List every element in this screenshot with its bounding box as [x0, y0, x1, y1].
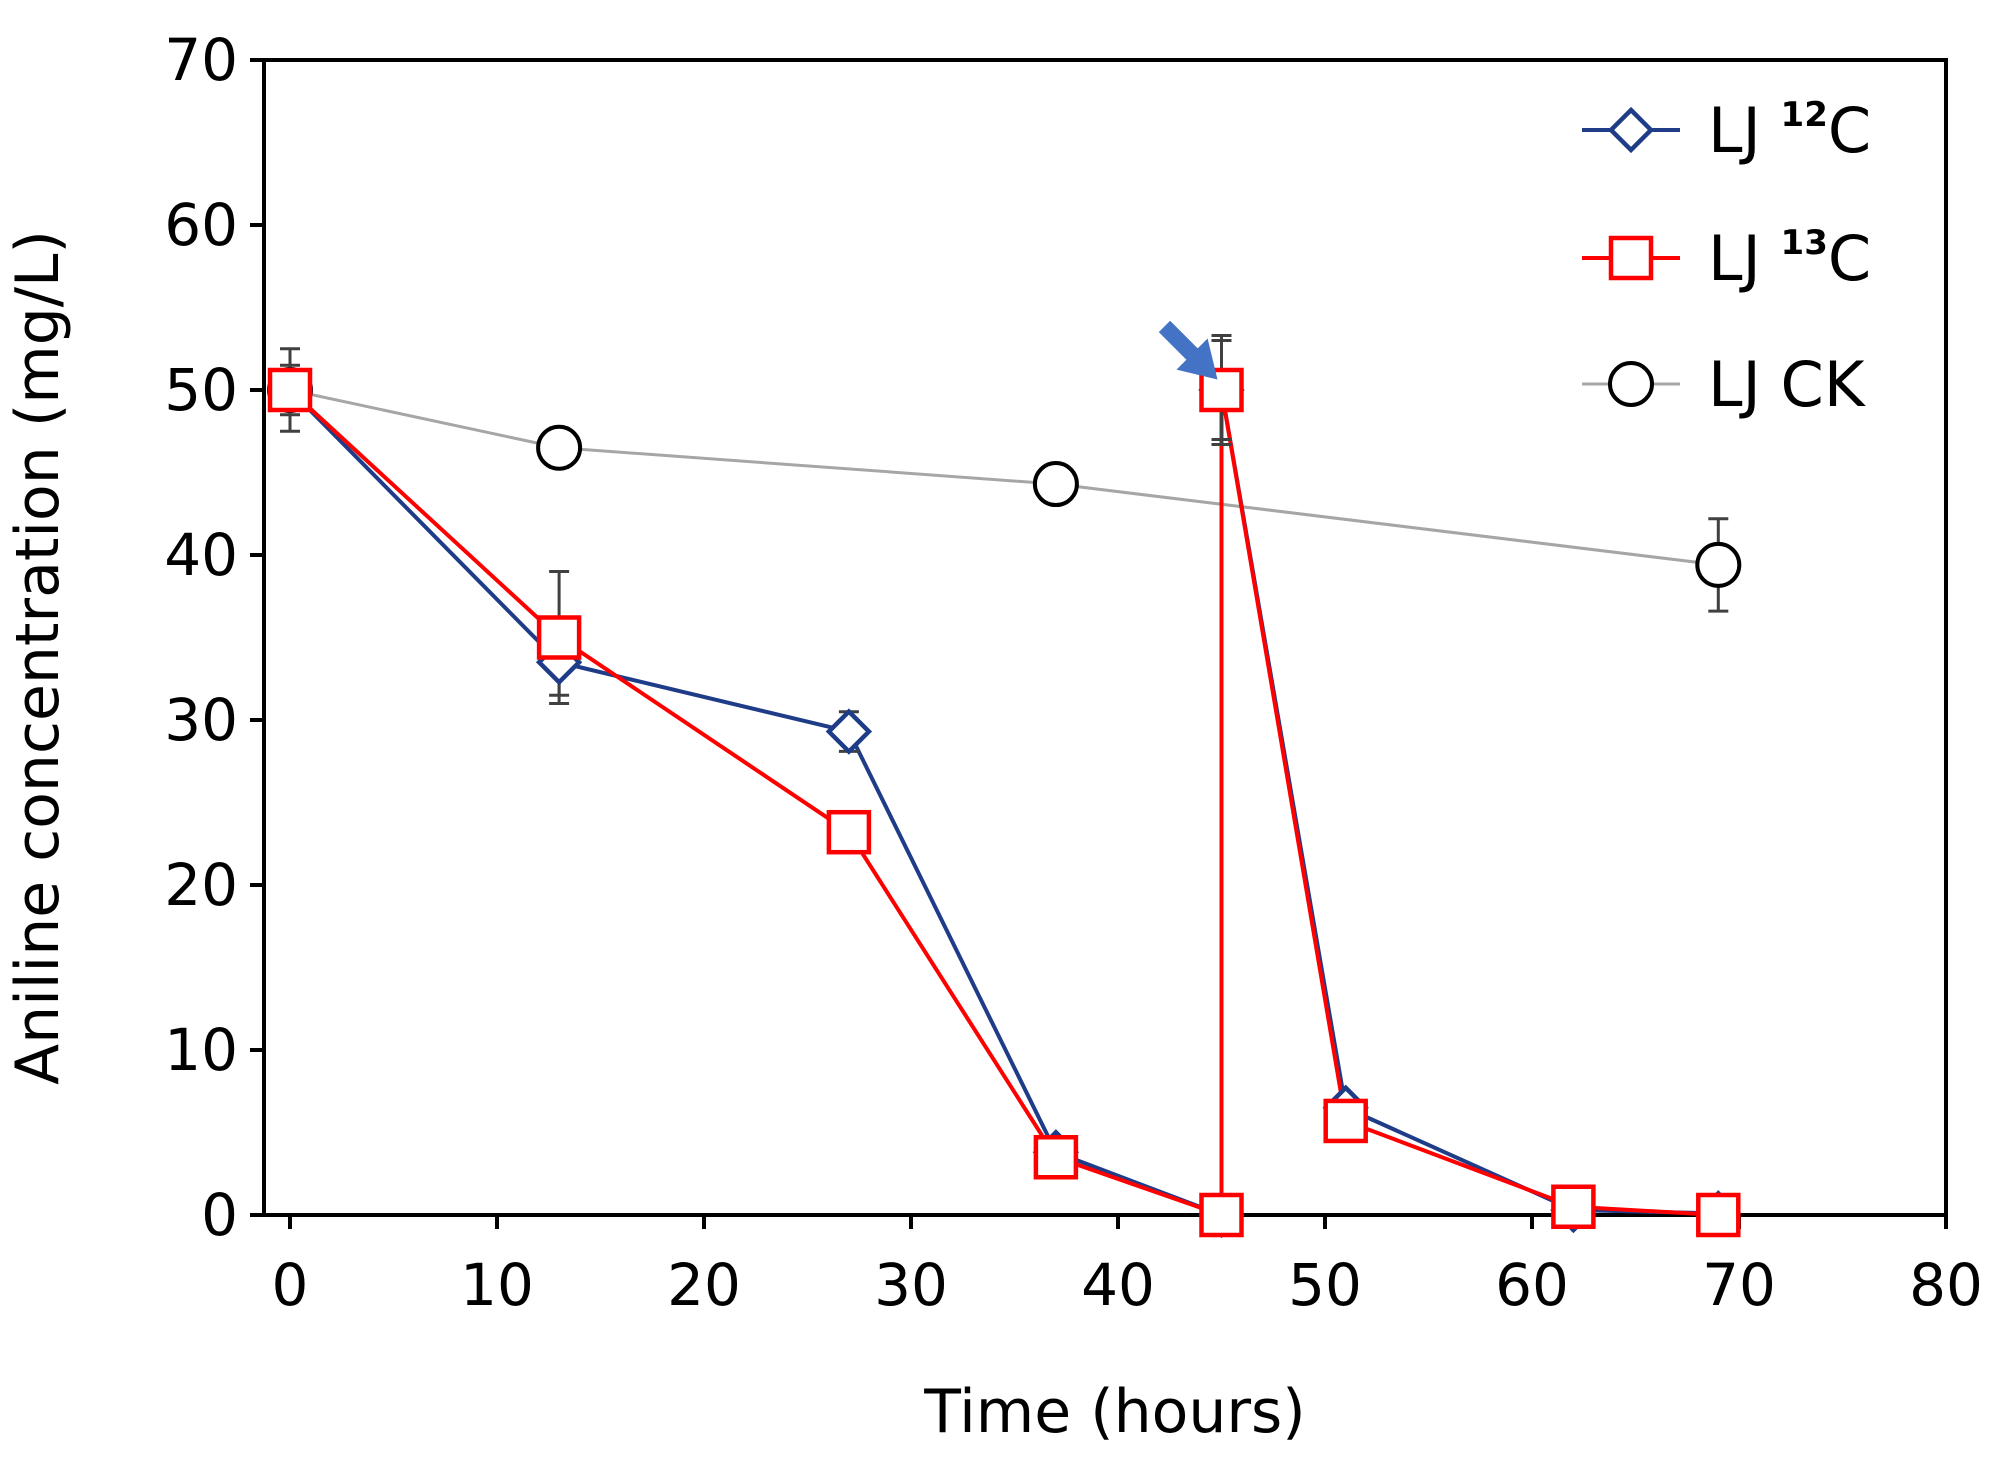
x-tick-label: 40	[1081, 1251, 1155, 1319]
data-point-square	[1551, 1184, 1596, 1229]
legend-marker-square	[1608, 235, 1654, 281]
series-line-2	[288, 388, 1719, 1217]
y-axis-title: Aniline concentration (mg/L)	[3, 230, 73, 1085]
data-points	[266, 366, 1742, 1239]
legend-label-sup: 12	[1781, 95, 1828, 135]
legend-label-base: LJ	[1708, 222, 1781, 295]
x-tick-label: 0	[272, 1251, 309, 1319]
data-point-square	[1323, 1098, 1368, 1144]
y-tick-label: 40	[164, 521, 238, 589]
x-tick-label: 10	[460, 1251, 534, 1319]
plot-frame	[262, 58, 1948, 1217]
x-tick-label: 20	[667, 1251, 741, 1319]
data-point-square	[536, 615, 582, 660]
data-point-circle	[536, 424, 583, 471]
axes: 0 10 20 30 40 50 60 70 0 10 20 30 40 50 60 70 80	[164, 26, 1983, 1319]
x-tick-label: 60	[1495, 1251, 1569, 1319]
y-tick-label: 50	[164, 356, 238, 424]
legend-label-3: LJ CK	[1708, 348, 1866, 421]
data-point-diamond	[825, 708, 873, 755]
y-tick-label: 0	[201, 1181, 238, 1249]
x-tick-label: 70	[1702, 1251, 1776, 1319]
data-point-square	[1199, 1192, 1244, 1238]
data-point-circle	[1032, 461, 1079, 508]
legend-label-2: LJ 13C	[1708, 222, 1871, 295]
data-point-square	[1696, 1192, 1741, 1238]
x-tick-label: 80	[1909, 1251, 1983, 1319]
y-tick-label: 60	[164, 191, 238, 259]
annotations	[1158, 320, 1218, 380]
series-line-3	[289, 388, 1719, 567]
x-tick-label: 30	[874, 1251, 948, 1319]
data-point-square	[267, 367, 313, 413]
series-lines	[288, 388, 1719, 1217]
legend-marker-diamond	[1607, 106, 1655, 154]
legend-label-base: LJ	[1708, 94, 1781, 167]
annotation-arrow	[1158, 320, 1218, 380]
y-tick-label: 20	[164, 851, 238, 919]
data-point-square	[826, 809, 872, 855]
y-tick-label: 10	[164, 1016, 238, 1084]
legend-label-tail: C	[1828, 222, 1871, 295]
x-tick-label: 50	[1288, 1251, 1362, 1319]
legend-label-tail: C	[1828, 94, 1871, 167]
error-bars	[280, 334, 1729, 1217]
y-tick-label: 70	[164, 26, 238, 94]
x-axis-title: Time (hours)	[923, 1377, 1305, 1447]
series-line-1	[288, 388, 1719, 1217]
y-tick-label: 30	[164, 686, 238, 754]
legend-label-sup: 13	[1781, 223, 1828, 263]
legend-label-1: LJ 12C	[1708, 94, 1871, 167]
data-point-circle	[1695, 541, 1742, 588]
legend-marker-circle	[1608, 361, 1654, 407]
data-point-square	[1033, 1135, 1079, 1180]
legend-label-base: LJ CK	[1708, 348, 1866, 421]
plot-area	[262, 58, 1948, 1217]
